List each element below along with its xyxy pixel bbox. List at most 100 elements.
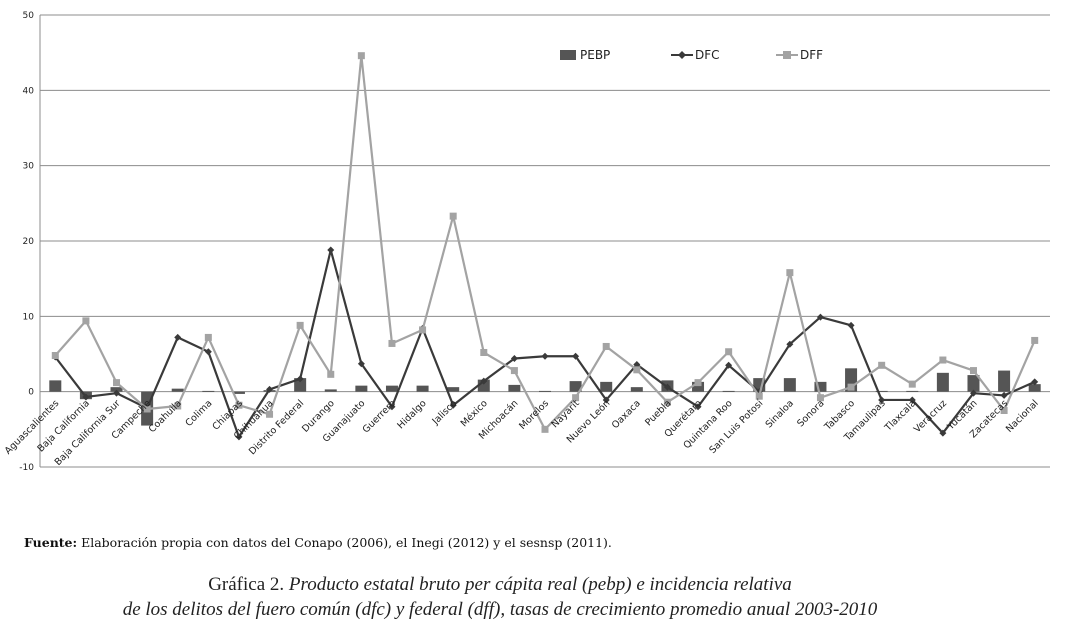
point-dfc [82, 393, 90, 401]
point-dff [786, 269, 794, 277]
point-dfc [908, 396, 916, 404]
bar-pebp [355, 385, 368, 392]
y-tick-label: 0 [28, 388, 34, 398]
bar-pebp [967, 375, 980, 392]
bar-pebp [171, 388, 184, 392]
x-tick-label: Veracruz [912, 398, 949, 435]
x-tick-label: Oaxaca [610, 398, 643, 431]
point-dff [266, 410, 274, 418]
point-dff [327, 370, 335, 378]
caption-line-2: de los delitos del fuero común (dfc) y f… [122, 599, 878, 620]
source-note: Fuente: Elaboración propia con datos del… [24, 535, 612, 550]
x-tick-label: Nacional [1004, 398, 1041, 435]
point-dff [235, 401, 243, 409]
x-tick-label: Hidalgo [395, 398, 428, 431]
legend-marker-dfc [678, 51, 686, 59]
point-dfc [725, 361, 733, 369]
legend: PEBP DFC DFF [560, 48, 823, 62]
point-dff [541, 425, 549, 433]
figure-caption: Gráfica 2. Producto estatal bruto per cá… [0, 572, 1000, 622]
x-tick-label: Sinaloa [764, 398, 796, 430]
point-dff [296, 321, 304, 329]
y-tick-label: 20 [23, 237, 35, 247]
bar-pebp [722, 390, 735, 392]
point-dfc [388, 403, 396, 411]
point-dfc [1000, 391, 1008, 399]
point-dfc [113, 389, 121, 397]
point-dfc [786, 340, 794, 348]
x-tick-label: Guerrero [361, 398, 399, 436]
point-dff [816, 394, 824, 402]
x-tick-label: San Luis Potosí [707, 398, 765, 456]
legend-label-dfc: DFC [695, 48, 720, 62]
point-dff [878, 361, 886, 369]
point-dfc [602, 396, 610, 404]
point-dff [388, 339, 396, 347]
point-dff [725, 348, 733, 356]
bar-pebp [936, 372, 949, 392]
point-dfc [480, 377, 488, 385]
point-dff [51, 352, 59, 360]
point-dff [204, 333, 212, 341]
point-dff [939, 356, 947, 364]
point-dfc [204, 348, 212, 356]
point-dfc [266, 385, 274, 393]
bar-pebp [875, 390, 888, 392]
caption-number: Gráfica 2. [208, 574, 285, 595]
y-tick-label: 30 [23, 162, 35, 172]
y-tick-label: 40 [23, 86, 35, 96]
point-dff [510, 367, 518, 375]
point-dfc [939, 429, 947, 437]
point-dfc [572, 352, 580, 360]
point-dff [113, 379, 121, 387]
series-dfc-line [51, 246, 1039, 441]
line-dff [54, 54, 1036, 431]
point-dfc [663, 383, 671, 391]
point-dfc [327, 246, 335, 254]
bar-pebp [294, 378, 307, 392]
x-tick-label: Distrito Federal [247, 398, 306, 457]
bar-pebp [385, 385, 398, 392]
point-dff [449, 212, 457, 220]
bar-pebp [998, 370, 1011, 392]
bar-pebp [692, 381, 705, 392]
legend-label-dff: DFF [800, 48, 823, 62]
y-tick-label: 10 [23, 312, 35, 322]
point-dfc [847, 321, 855, 329]
point-dff [572, 394, 580, 402]
bar-pebp [630, 387, 643, 392]
point-dff [357, 52, 365, 60]
bar-pebp [906, 390, 919, 392]
bar-pebp [600, 381, 613, 392]
point-dfc [969, 389, 977, 397]
bar-pebp [49, 380, 62, 392]
caption-line-1: Producto estatal bruto per cápita real (… [284, 574, 792, 595]
bar-pebp [569, 381, 582, 392]
point-dfc [816, 313, 824, 321]
point-dff [1000, 407, 1008, 414]
bar-pebp [110, 387, 123, 392]
point-dff [663, 398, 671, 406]
point-dff [969, 367, 977, 375]
point-dff [847, 383, 855, 391]
legend-marker-dff [783, 51, 791, 59]
bar-pebp [447, 387, 460, 392]
bar-pebp [232, 391, 245, 394]
y-tick-label: 50 [23, 11, 35, 21]
bar-pebp [783, 378, 796, 392]
x-tick-label: Aguascalientes [3, 398, 62, 457]
bar-pebp [539, 390, 551, 392]
x-tick-label: Puebla [643, 398, 673, 428]
point-dfc [878, 396, 886, 404]
point-dfc [174, 333, 182, 341]
point-dfc [1031, 378, 1039, 386]
point-dff [143, 405, 151, 413]
bar-pebp [416, 385, 429, 392]
point-dff [633, 366, 641, 374]
point-dff [480, 348, 488, 356]
point-dff [82, 317, 90, 325]
point-dfc [235, 433, 243, 441]
point-dfc [633, 361, 641, 369]
point-dff [174, 402, 182, 410]
